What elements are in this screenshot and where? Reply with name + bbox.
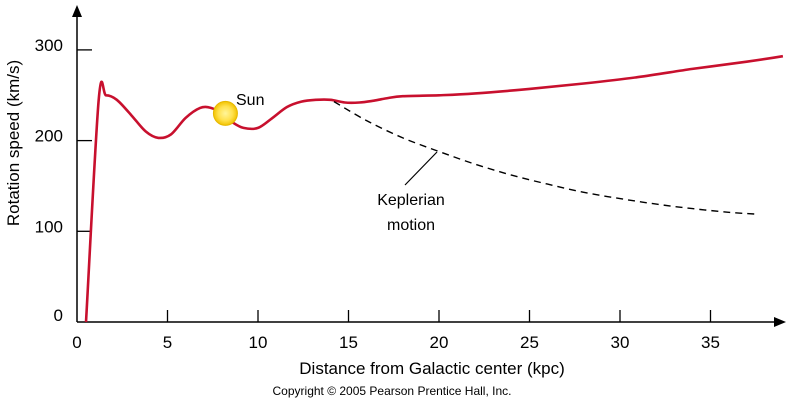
y-tick-label: 0 (54, 306, 63, 325)
x-axis-arrow-icon (774, 317, 786, 327)
x-axis-title: Distance from Galactic center (kpc) (299, 359, 564, 378)
series-layer (84, 54, 784, 323)
axes (72, 5, 786, 327)
keplerian-label-line2: motion (387, 217, 435, 234)
sun-label: Sun (236, 92, 264, 109)
keplerian-pointer-line (404, 151, 438, 186)
keplerian-label-line1: Keplerian (377, 192, 445, 209)
y-tick-label: 100 (35, 217, 63, 236)
x-tick-label: 20 (430, 333, 449, 352)
keplerian-curve (333, 100, 756, 215)
x-ticks: 0 5 10 15 20 25 30 35 (72, 310, 720, 352)
x-tick-label: 35 (701, 333, 720, 352)
copyright-notice: Copyright © 2005 Pearson Prentice Hall, … (273, 384, 512, 398)
y-tick-label: 200 (35, 127, 63, 146)
x-tick-label: 5 (163, 333, 172, 352)
x-tick-label: 30 (611, 333, 630, 352)
x-tick-label: 0 (72, 333, 81, 352)
y-axis-title: Rotation speed (km/s) (4, 60, 23, 226)
rotation-curve (84, 54, 784, 323)
sun-marker-icon (212, 100, 238, 126)
x-tick-label: 10 (249, 333, 268, 352)
x-tick-label: 25 (520, 333, 539, 352)
x-tick-label: 15 (339, 333, 358, 352)
y-ticks: 0 100 200 300 (35, 36, 92, 325)
y-tick-label: 300 (35, 36, 63, 55)
y-axis-arrow-icon (72, 5, 82, 17)
